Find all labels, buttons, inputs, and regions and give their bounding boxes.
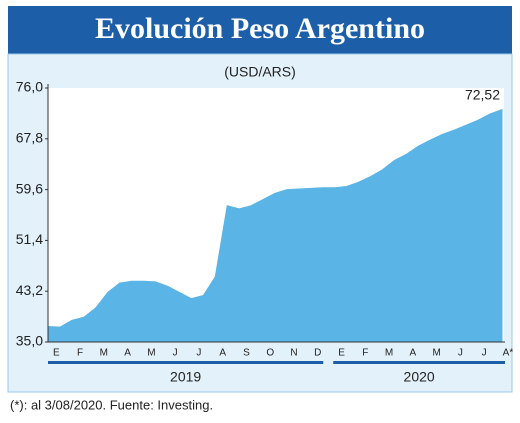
x-tick-label: J bbox=[458, 348, 463, 359]
year-label: 2020 bbox=[404, 369, 435, 385]
x-tick-label: S bbox=[243, 348, 250, 359]
x-tick-label: O bbox=[266, 348, 274, 359]
y-tick-label: 51,4 bbox=[16, 231, 43, 247]
x-tick-label: F bbox=[362, 348, 368, 359]
x-tick-label: M bbox=[100, 348, 108, 359]
y-tick-label: 67,8 bbox=[16, 130, 43, 146]
x-tick-label: A* bbox=[503, 348, 514, 359]
x-tick-label: J bbox=[173, 348, 178, 359]
y-tick-label: 59,6 bbox=[16, 180, 43, 196]
footnote: (*): al 3/08/2020. Fuente: Investing. bbox=[10, 397, 213, 412]
x-tick-label: M bbox=[432, 348, 440, 359]
x-tick-label: J bbox=[196, 348, 201, 359]
x-tick-label: E bbox=[53, 348, 60, 359]
y-tick-label: 43,2 bbox=[16, 282, 43, 298]
x-tick-label: D bbox=[314, 348, 321, 359]
x-tick-label: F bbox=[77, 348, 83, 359]
x-tick-label: J bbox=[482, 348, 487, 359]
value-label: 72,52 bbox=[465, 86, 500, 102]
area bbox=[47, 108, 503, 343]
y-tick-label: 35,0 bbox=[16, 333, 43, 349]
x-tick-label: A bbox=[124, 348, 131, 359]
x-tick-label: A bbox=[219, 348, 226, 359]
x-tick-label: N bbox=[290, 348, 297, 359]
x-tick-label: E bbox=[338, 348, 345, 359]
y-tick-label: 76,0 bbox=[16, 79, 43, 95]
year-band bbox=[333, 361, 505, 364]
subtitle: (USD/ARS) bbox=[224, 64, 296, 80]
chart-title: Evolución Peso Argentino bbox=[95, 12, 425, 45]
x-tick-label: M bbox=[385, 348, 393, 359]
x-tick-label: M bbox=[147, 348, 155, 359]
year-label: 2019 bbox=[170, 369, 201, 385]
title-banner bbox=[8, 6, 512, 54]
year-band bbox=[48, 361, 324, 364]
x-tick-label: A bbox=[410, 348, 417, 359]
